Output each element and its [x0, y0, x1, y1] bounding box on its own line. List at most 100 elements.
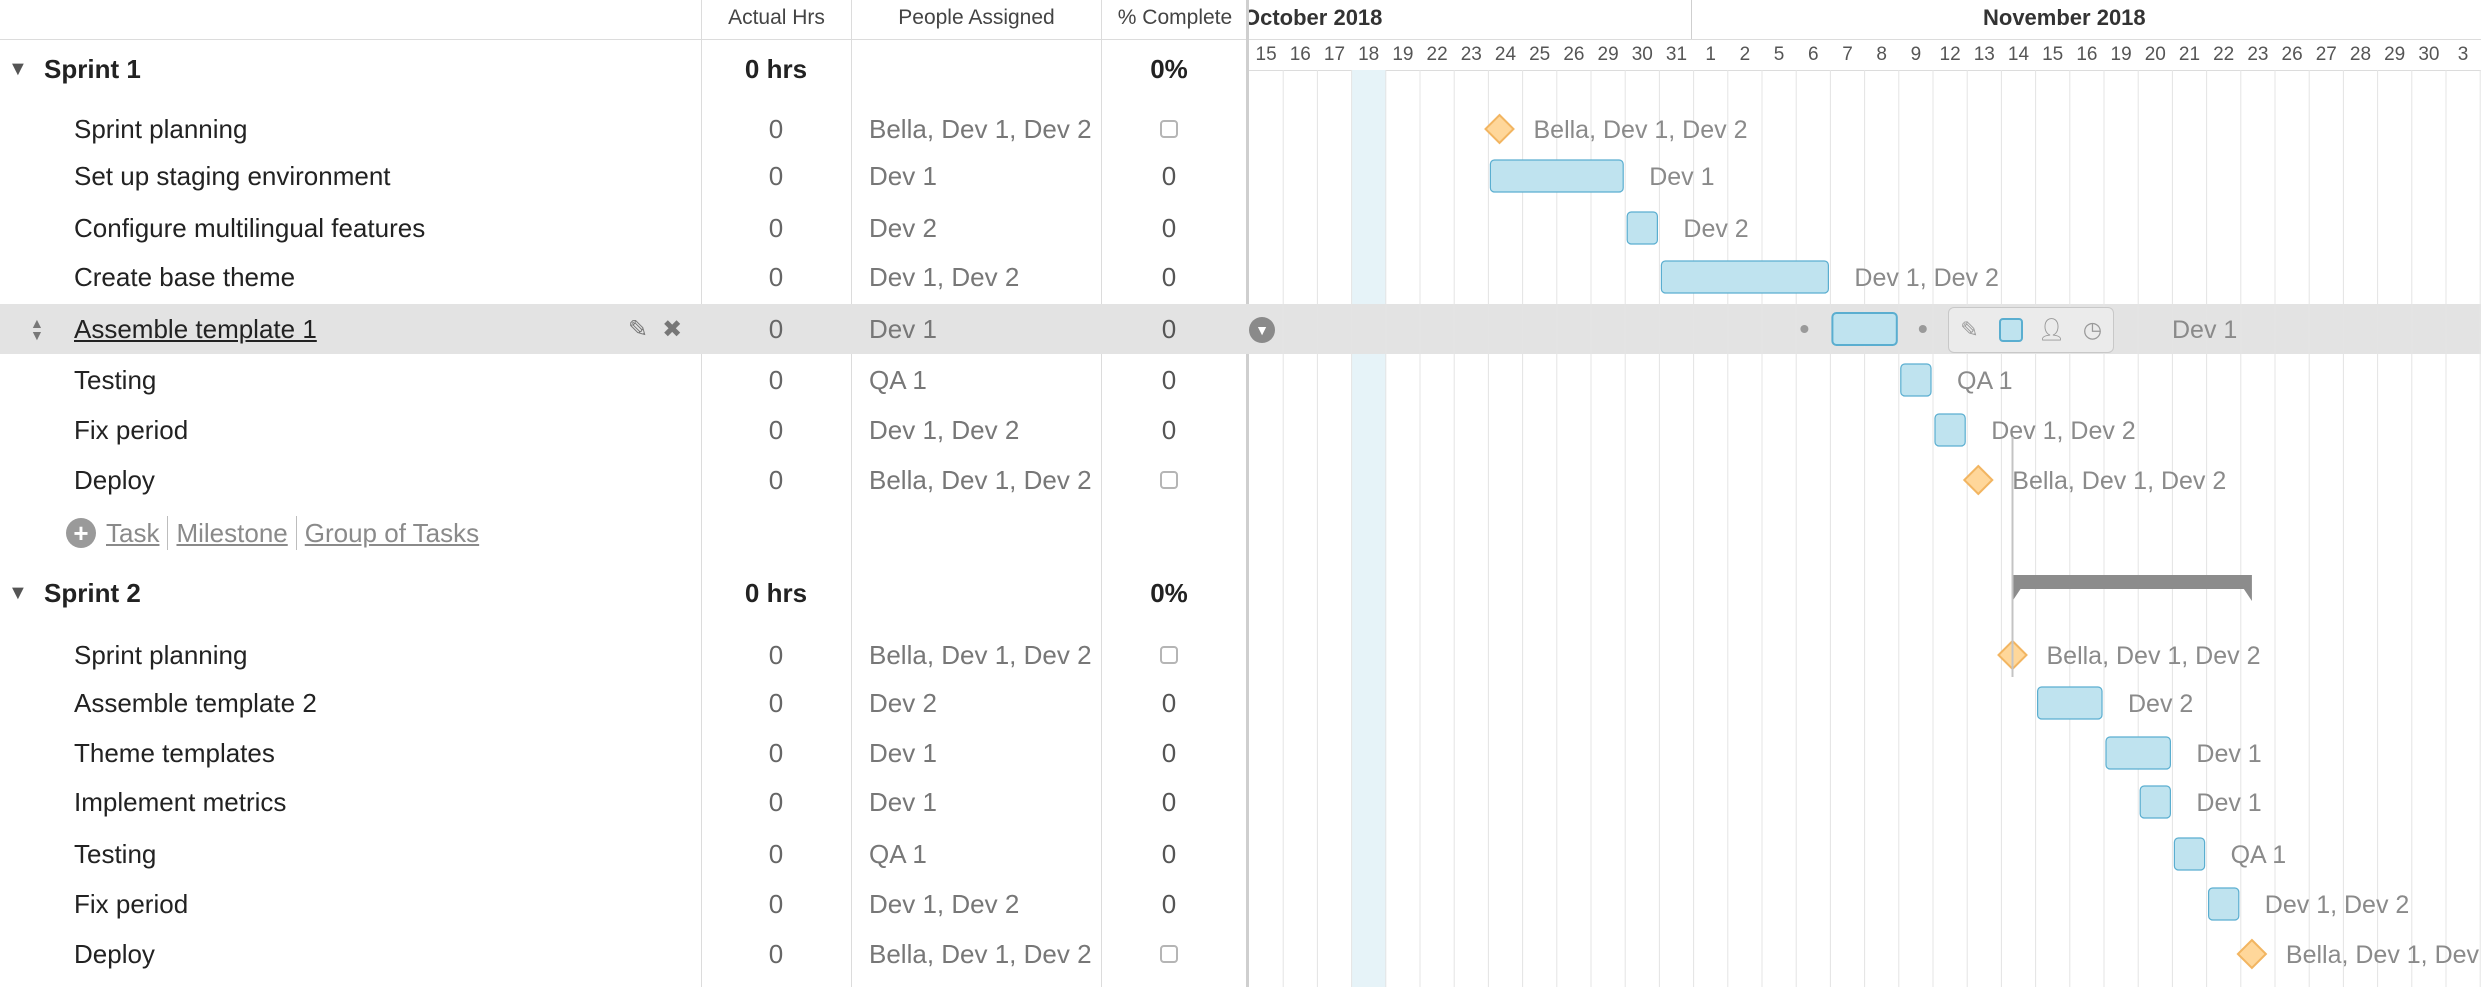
- task-row[interactable]: Sprint planning 0 Bella, Dev 1, Dev 2: [0, 104, 1240, 154]
- task-actual-hrs[interactable]: 0: [768, 687, 784, 718]
- task-name[interactable]: Deploy: [74, 464, 155, 495]
- add-milestone-link[interactable]: Milestone: [176, 517, 288, 548]
- clock-icon[interactable]: ◷: [2082, 317, 2103, 342]
- collapse-toggle-icon[interactable]: ▼: [8, 57, 28, 80]
- task-people-assigned[interactable]: QA 1: [869, 838, 927, 869]
- task-people-assigned[interactable]: Bella, Dev 1, Dev 2: [869, 464, 1092, 495]
- task-actual-hrs[interactable]: 0: [768, 938, 784, 969]
- group-summary-bar[interactable]: [2012, 575, 2252, 589]
- task-people-assigned[interactable]: Bella, Dev 1, Dev 2: [869, 113, 1092, 144]
- pct-complete-header[interactable]: % Complete: [1117, 6, 1233, 29]
- task-name[interactable]: Create base theme: [74, 261, 296, 292]
- task-bar[interactable]: [1934, 413, 1966, 447]
- group-row-sprint1[interactable]: ▼ Sprint 1 0 hrs 0%: [0, 44, 1240, 94]
- task-actual-hrs[interactable]: 0: [768, 212, 784, 243]
- task-pct-complete[interactable]: 0: [1161, 737, 1177, 768]
- task-pct-complete[interactable]: 0: [1161, 261, 1177, 292]
- task-name[interactable]: Implement metrics: [74, 786, 287, 817]
- color-swatch-icon[interactable]: [1996, 315, 2026, 345]
- link-handle-right[interactable]: [1918, 325, 1927, 333]
- task-row[interactable]: Theme templates 0 Dev 1 0: [0, 728, 1240, 778]
- milestone-diamond[interactable]: [2236, 938, 2268, 970]
- task-name[interactable]: Deploy: [74, 938, 155, 969]
- task-pct-complete[interactable]: [1101, 104, 1237, 154]
- task-people-assigned[interactable]: Bella, Dev 1, Dev 2: [869, 938, 1092, 969]
- task-people-assigned[interactable]: Bella, Dev 1, Dev 2: [869, 639, 1092, 670]
- milestone-complete-checkbox[interactable]: [1160, 471, 1178, 489]
- task-row[interactable]: Testing 0 QA 1 0: [0, 355, 1240, 405]
- task-pct-complete[interactable]: 0: [1161, 687, 1177, 718]
- milestone-complete-checkbox[interactable]: [1160, 120, 1178, 138]
- link-handle-left[interactable]: [1800, 325, 1809, 333]
- task-name[interactable]: Theme templates: [74, 737, 275, 768]
- delete-x-icon[interactable]: ✖: [662, 315, 683, 343]
- task-people-assigned[interactable]: Dev 1: [869, 313, 937, 344]
- task-name[interactable]: Testing: [74, 838, 157, 869]
- task-pct-complete[interactable]: [1101, 630, 1237, 680]
- task-pct-complete[interactable]: 0: [1161, 364, 1177, 395]
- task-bar[interactable]: [1660, 260, 1829, 294]
- task-row[interactable]: Deploy 0 Bella, Dev 1, Dev 2: [0, 929, 1240, 979]
- milestone-complete-checkbox[interactable]: [1160, 945, 1178, 963]
- bar-dropdown-icon[interactable]: ▼: [1249, 317, 1275, 343]
- task-bar[interactable]: [1900, 363, 1932, 397]
- task-actual-hrs[interactable]: 0: [768, 113, 784, 144]
- task-row[interactable]: Configure multilingual features 0 Dev 2 0: [0, 203, 1240, 253]
- task-actual-hrs[interactable]: 0: [768, 838, 784, 869]
- task-people-assigned[interactable]: Dev 1: [869, 160, 937, 191]
- add-task-link[interactable]: Task: [106, 517, 160, 548]
- task-row[interactable]: Sprint planning 0 Bella, Dev 1, Dev 2: [0, 630, 1240, 680]
- group-row-sprint2[interactable]: ▼ Sprint 2 0 hrs 0%: [0, 568, 1240, 618]
- task-name[interactable]: Sprint planning: [74, 639, 248, 670]
- milestone-diamond[interactable]: [1962, 464, 1994, 496]
- task-pct-complete[interactable]: 0: [1161, 414, 1177, 445]
- task-row[interactable]: Set up staging environment 0 Dev 1 0: [0, 151, 1240, 201]
- task-actual-hrs[interactable]: 0: [768, 261, 784, 292]
- task-name[interactable]: Assemble template 1: [74, 313, 317, 344]
- task-name[interactable]: Sprint planning: [74, 113, 248, 144]
- task-name[interactable]: Testing: [74, 364, 157, 395]
- task-name[interactable]: Configure multilingual features: [74, 212, 426, 243]
- task-row[interactable]: Testing 0 QA 1 0: [0, 829, 1240, 879]
- task-pct-complete[interactable]: 0: [1161, 212, 1177, 243]
- task-row[interactable]: Fix period 0 Dev 1, Dev 2 0: [0, 405, 1240, 455]
- task-bar[interactable]: [1626, 211, 1659, 245]
- task-name[interactable]: Fix period: [74, 888, 189, 919]
- actual-hrs-header[interactable]: Actual Hrs: [702, 0, 852, 40]
- task-bar[interactable]: [2207, 887, 2240, 921]
- task-bar[interactable]: [2036, 686, 2103, 720]
- task-actual-hrs[interactable]: 0: [768, 160, 784, 191]
- task-pct-complete[interactable]: 0: [1161, 786, 1177, 817]
- group-name[interactable]: Sprint 1: [44, 53, 141, 84]
- task-name[interactable]: Assemble template 2: [74, 687, 317, 718]
- task-row[interactable]: Assemble template 2 0 Dev 2 0: [0, 678, 1240, 728]
- task-actual-hrs[interactable]: 0: [768, 786, 784, 817]
- task-pct-complete[interactable]: [1101, 455, 1237, 505]
- task-pct-complete[interactable]: [1101, 929, 1237, 979]
- task-name[interactable]: Set up staging environment: [74, 160, 391, 191]
- grid-gantt-splitter[interactable]: [1246, 0, 1249, 987]
- people-assigned-header[interactable]: People Assigned: [852, 0, 1102, 40]
- task-people-assigned[interactable]: Dev 1: [869, 786, 937, 817]
- task-people-assigned[interactable]: Dev 1, Dev 2: [869, 888, 1020, 919]
- task-people-assigned[interactable]: Dev 2: [869, 687, 937, 718]
- collapse-toggle-icon[interactable]: ▼: [8, 581, 28, 604]
- task-actual-hrs[interactable]: 0: [768, 464, 784, 495]
- task-row[interactable]: Implement metrics 0 Dev 1 0: [0, 777, 1240, 827]
- task-people-assigned[interactable]: QA 1: [869, 364, 927, 395]
- task-row[interactable]: Deploy 0 Bella, Dev 1, Dev 2: [0, 455, 1240, 505]
- task-people-assigned[interactable]: Dev 1, Dev 2: [869, 261, 1020, 292]
- task-actual-hrs[interactable]: 0: [768, 313, 784, 344]
- task-row[interactable]: Fix period 0 Dev 1, Dev 2 0: [0, 879, 1240, 929]
- task-row[interactable]: Create base theme 0 Dev 1, Dev 2 0: [0, 252, 1240, 302]
- task-bar[interactable]: [1489, 159, 1624, 193]
- task-actual-hrs[interactable]: 0: [768, 737, 784, 768]
- drag-handle-icon[interactable]: ▲ ▼: [30, 315, 44, 343]
- task-bar-selected[interactable]: [1831, 312, 1898, 346]
- task-pct-complete[interactable]: 0: [1161, 313, 1177, 344]
- add-group-link[interactable]: Group of Tasks: [304, 517, 480, 548]
- task-actual-hrs[interactable]: 0: [768, 639, 784, 670]
- task-actual-hrs[interactable]: 0: [768, 888, 784, 919]
- milestone-diamond[interactable]: [1484, 113, 1515, 145]
